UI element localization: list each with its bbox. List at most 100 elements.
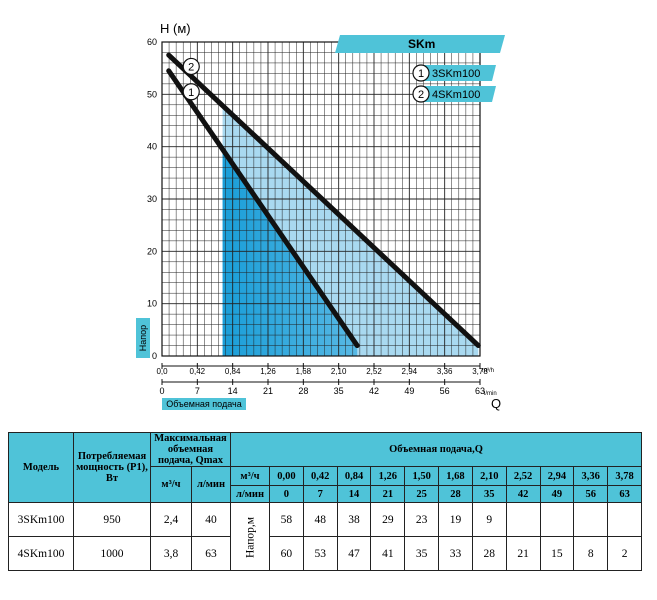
head-cell — [539, 502, 575, 537]
head-cell: 60 — [269, 536, 304, 571]
flow-m3h-9: 3,36 — [573, 466, 609, 486]
x-tick-label-lmin: 35 — [334, 386, 344, 396]
x-tick-label-m3h: 0,42 — [190, 367, 206, 376]
row-model: 3SKm100 — [8, 502, 74, 537]
plot-frame — [161, 41, 481, 357]
row-qmax-lmin: 40 — [191, 502, 231, 537]
x-tick-label-m3h: 3,36 — [437, 367, 453, 376]
table-row: 3SKm100 950 2,4 40 Напор,м 58 48 38 29 2… — [8, 502, 642, 571]
x-unit-lmin: l/min — [484, 391, 497, 397]
curve-marker-label: 2 — [188, 61, 194, 73]
head-cell — [505, 502, 541, 537]
flow-lmin-10: 63 — [607, 485, 642, 503]
head-cell: 19 — [438, 502, 473, 537]
x-tick-label-m3h: 0,84 — [225, 367, 241, 376]
flow-m3h-3: 1,26 — [370, 466, 406, 486]
specs-table: Модель Потребляемая мощность (P1), Вт Ма… — [8, 432, 642, 571]
col-model: Модель — [8, 432, 74, 503]
head-cell: 23 — [404, 502, 440, 537]
x-tick-label-lmin: 63 — [475, 386, 485, 396]
flow-lmin-3: 21 — [370, 485, 406, 503]
head-cell: 29 — [370, 502, 406, 537]
flow-lmin-1: 7 — [302, 485, 338, 503]
x-axis-title: Q — [491, 396, 501, 411]
flow-m3h-2: 0,84 — [336, 466, 372, 486]
col-max-flow: Максимальная объемная подача, Qmax — [150, 432, 231, 467]
qmax-unit-lmin: л/мин — [191, 466, 231, 503]
head-cell: 53 — [302, 536, 338, 571]
head-label: Напор,м — [230, 502, 270, 571]
row-model: 4SKm100 — [8, 536, 74, 571]
x-tick-label-lmin: 21 — [263, 386, 273, 396]
curve-marker-label: 1 — [188, 87, 194, 99]
x-tick-label-lmin: 28 — [298, 386, 308, 396]
performance-curves: 12 — [166, 52, 481, 349]
flow-lmin-2: 14 — [336, 485, 372, 503]
x-tick-label-m3h: 0,0 — [156, 367, 168, 376]
y-axis-caption: Напор — [138, 325, 148, 351]
x-tick-label-lmin: 7 — [195, 386, 200, 396]
head-cell: 38 — [336, 502, 372, 537]
specs-table-wrap: Модель Потребляемая мощность (P1), Вт Ма… — [8, 432, 642, 571]
curve-marker-1 — [182, 83, 200, 101]
y-tick-label: 20 — [147, 246, 157, 256]
row-power: 950 — [73, 502, 151, 537]
x-tick-label-lmin: 0 — [159, 386, 164, 396]
banner-shape — [335, 35, 505, 53]
flow-m3h-1: 0,42 — [302, 466, 338, 486]
head-cell — [573, 502, 609, 537]
head-cell: 48 — [302, 502, 338, 537]
legend-box-2 — [418, 86, 496, 102]
row-qmax-m3h: 3,8 — [150, 536, 192, 571]
head-cell: 47 — [336, 536, 372, 571]
axis-labels: H (м) Q — [160, 21, 501, 411]
col-flow: Объемная подача,Q — [230, 432, 642, 467]
head-cell: 28 — [471, 536, 507, 571]
legend: 1 3SKm100 2 4SKm100 — [412, 64, 496, 103]
x-tick-label-m3h: 1,26 — [260, 367, 276, 376]
table-row: 4SKm100 1000 3,8 63 60 53 47 41 35 33 28… — [8, 536, 642, 571]
x-tick-label-lmin: 14 — [228, 386, 238, 396]
qmax-unit-m3h: м³/ч — [150, 466, 192, 503]
flow-m3h-4: 1,50 — [404, 466, 440, 486]
flow-unit-lmin: л/мин — [230, 485, 270, 503]
flow-lmin-5: 28 — [438, 485, 473, 503]
curve-3SKm100 — [166, 68, 360, 349]
row-qmax-lmin: 63 — [191, 536, 231, 571]
x-tick-label-m3h: 2,10 — [331, 367, 347, 376]
head-cell: 21 — [505, 536, 541, 571]
legend-marker-1-num: 1 — [418, 68, 424, 80]
x-tick-label-m3h: 1,68 — [296, 367, 312, 376]
x-tick-label-lmin: 49 — [404, 386, 414, 396]
y-tick-label: 40 — [147, 142, 157, 152]
head-cell: 8 — [573, 536, 609, 571]
flow-lmin-6: 35 — [471, 485, 507, 503]
x-tick-label-m3h: 3,78 — [472, 367, 488, 376]
y-tick-label: 50 — [147, 89, 157, 99]
y-axis-title: H (м) — [160, 21, 191, 36]
flow-m3h-6: 2,10 — [471, 466, 507, 486]
x-tick-label-m3h: 2,94 — [402, 367, 418, 376]
flow-lmin-9: 56 — [573, 485, 609, 503]
legend-label-2: 4SKm100 — [432, 89, 480, 101]
flow-lmin-4: 25 — [404, 485, 440, 503]
head-cell — [607, 502, 642, 537]
flow-lmin-8: 49 — [539, 485, 575, 503]
legend-marker-2-num: 2 — [418, 89, 424, 101]
row-qmax-m3h: 2,4 — [150, 502, 192, 537]
head-cell: 35 — [404, 536, 440, 571]
y-tick-label: 60 — [147, 37, 157, 47]
x-unit-m3h: m³/h — [482, 368, 494, 374]
flow-unit-m3h: м³/ч — [230, 466, 270, 486]
flow-m3h-7: 2,52 — [505, 466, 541, 486]
legend-box-1 — [418, 65, 496, 81]
head-cell: 15 — [539, 536, 575, 571]
head-cell: 9 — [471, 502, 507, 537]
flow-m3h-10: 3,78 — [607, 466, 642, 486]
head-cell: 41 — [370, 536, 406, 571]
x-tick-label-m3h: 2,52 — [366, 367, 382, 376]
col-power: Потребляемая мощность (P1), Вт — [73, 432, 151, 503]
head-cell: 33 — [438, 536, 473, 571]
